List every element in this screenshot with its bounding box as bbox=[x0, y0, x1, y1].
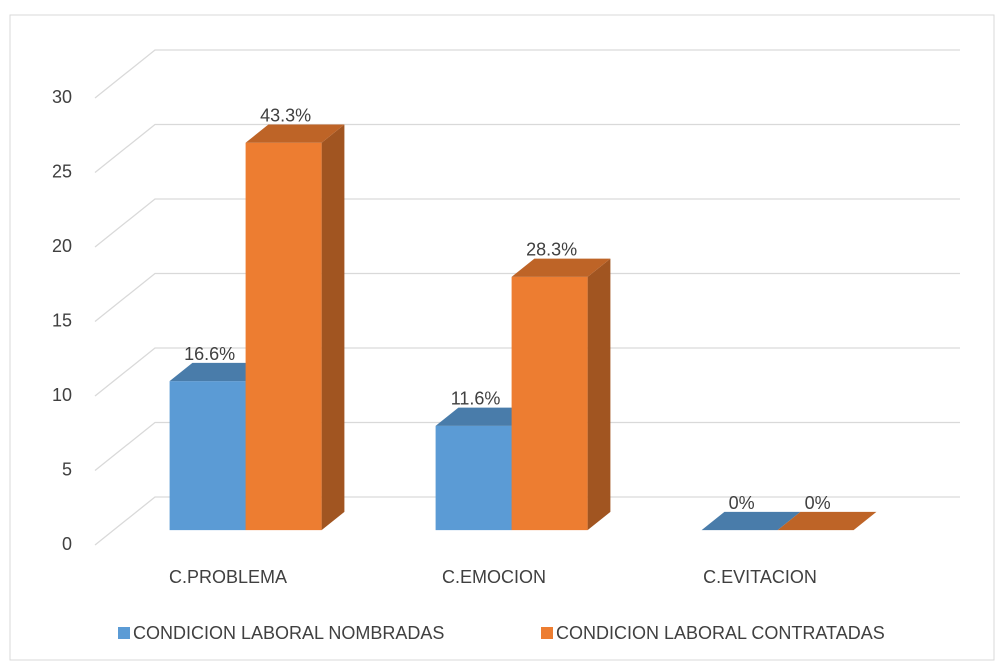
bar-side bbox=[587, 258, 611, 531]
bar-top bbox=[245, 124, 345, 143]
data-label: 0% bbox=[805, 493, 831, 513]
bar-front bbox=[245, 142, 322, 531]
legend-swatch bbox=[541, 627, 553, 639]
grid-line bbox=[94, 49, 960, 99]
y-tick-label: 0 bbox=[62, 534, 72, 554]
grid-line bbox=[94, 347, 960, 397]
y-tick-label: 5 bbox=[62, 459, 72, 479]
y-tick-label: 15 bbox=[52, 310, 72, 330]
bar-top bbox=[511, 258, 611, 277]
grid-line bbox=[94, 123, 960, 174]
data-label: 28.3% bbox=[526, 240, 577, 260]
y-tick-label: 20 bbox=[52, 236, 72, 256]
x-tick-label: C.EMOCION bbox=[442, 567, 546, 587]
bar-top bbox=[701, 511, 801, 531]
chart-border bbox=[9, 14, 995, 661]
bar-top bbox=[169, 362, 269, 382]
grid-line bbox=[94, 198, 960, 248]
bar bbox=[701, 511, 801, 531]
bar bbox=[511, 258, 611, 531]
bar bbox=[245, 124, 345, 531]
data-label: 43.3% bbox=[260, 105, 311, 125]
bar-top bbox=[777, 511, 877, 531]
legend-swatch bbox=[118, 627, 130, 639]
legend-label: CONDICION LABORAL CONTRATADAS bbox=[556, 623, 885, 643]
x-tick-label: C.PROBLEMA bbox=[169, 567, 287, 587]
data-label: 11.6% bbox=[451, 389, 501, 409]
y-tick-label: 10 bbox=[52, 385, 72, 405]
legend-label: CONDICION LABORAL NOMBRADAS bbox=[133, 623, 444, 643]
bar-side bbox=[321, 124, 345, 531]
grid-line bbox=[94, 272, 960, 323]
data-label: 0% bbox=[729, 493, 755, 513]
bar-front bbox=[169, 381, 246, 531]
data-label: 16.6% bbox=[184, 344, 235, 364]
grid-line bbox=[94, 496, 960, 546]
y-tick-label: 25 bbox=[52, 161, 72, 181]
x-tick-label: C.EVITACION bbox=[703, 567, 817, 587]
bar-front bbox=[511, 276, 588, 531]
y-tick-label: 30 bbox=[52, 87, 72, 107]
bar-top bbox=[435, 407, 535, 426]
bar-front bbox=[435, 425, 512, 531]
grid-line bbox=[94, 421, 960, 472]
bar bbox=[777, 511, 877, 531]
